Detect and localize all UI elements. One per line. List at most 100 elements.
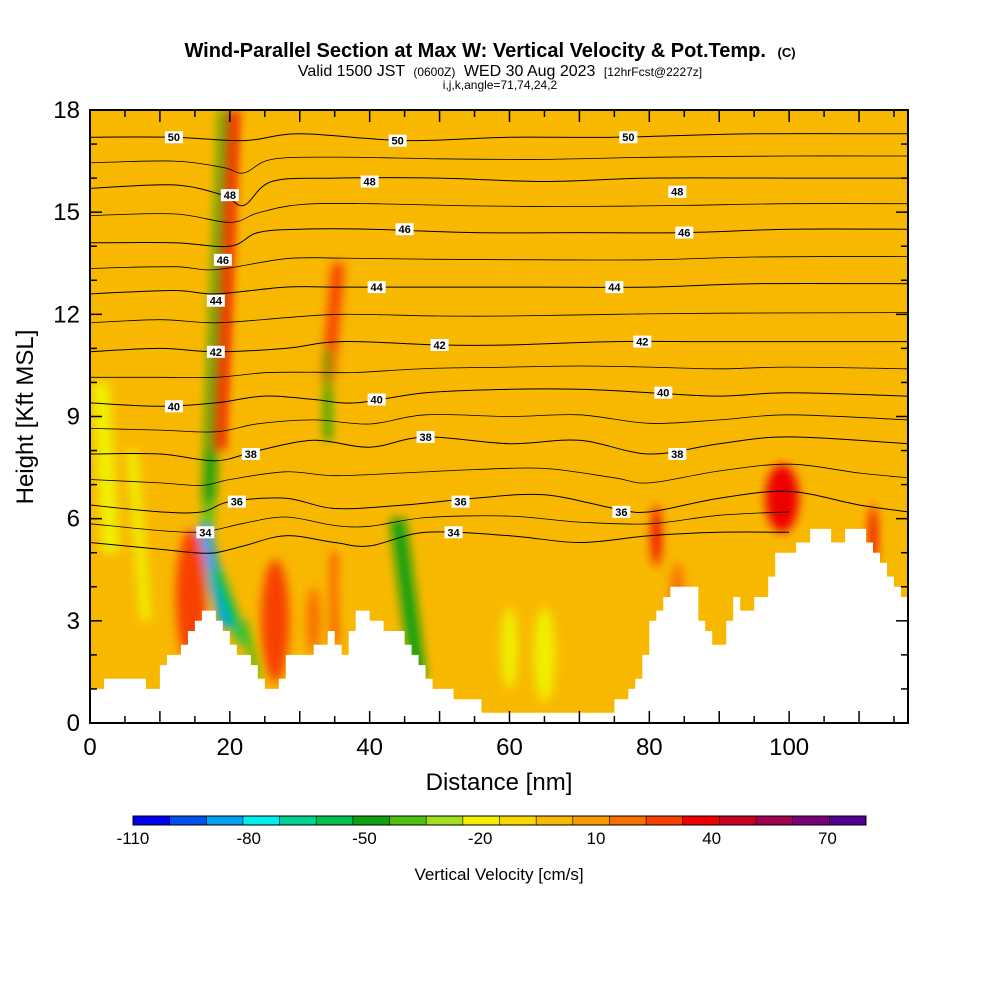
x-tick-label: 40 xyxy=(356,734,383,761)
contour-label-46: 46 xyxy=(395,223,414,236)
velocity-strip-10 xyxy=(91,382,120,553)
theta-contour-minor xyxy=(90,463,908,486)
theta-contours xyxy=(90,133,908,554)
valid-time-line: Valid 1500 JST (0600Z) WED 30 Aug 2023 [… xyxy=(298,63,702,80)
contour-label-50: 50 xyxy=(164,131,183,144)
contour-label-text: 50 xyxy=(622,132,634,144)
y-tick-label: 6 xyxy=(67,506,80,533)
valid-time-utc: (0600Z) xyxy=(413,65,455,79)
contour-label-40: 40 xyxy=(164,400,183,413)
colorbar-segment xyxy=(719,816,757,825)
contour-label-50: 50 xyxy=(619,131,638,144)
contour-label-text: 36 xyxy=(615,507,627,519)
colorbar-segment xyxy=(169,816,207,825)
x-axis-title: Distance [nm] xyxy=(426,769,573,796)
contour-label-text: 38 xyxy=(671,449,683,461)
contour-label-text: 46 xyxy=(398,224,410,236)
contour-label-text: 50 xyxy=(391,136,403,148)
velocity-cell-15 xyxy=(341,542,377,632)
contour-label-text: 40 xyxy=(657,388,669,400)
colorbar-segment xyxy=(316,816,354,825)
contour-label-36: 36 xyxy=(227,495,246,509)
contour-label-42: 42 xyxy=(430,338,449,352)
contour-label-40: 40 xyxy=(654,386,673,400)
contour-label-34: 34 xyxy=(444,526,463,539)
velocity-cell-14 xyxy=(306,586,321,655)
velocity-strip-7 xyxy=(324,348,331,441)
title-main: Wind-Parallel Section at Max W: Vertical… xyxy=(184,40,765,62)
contour-label-text: 34 xyxy=(199,527,212,539)
velocity-cell-16 xyxy=(533,607,555,703)
velocity-strip-3 xyxy=(210,569,250,645)
velocity-cell-13 xyxy=(261,559,290,683)
contour-label-text: 44 xyxy=(608,282,621,294)
theta-contour-minor xyxy=(90,256,908,271)
y-tick-label: 15 xyxy=(53,199,80,226)
x-tick-label: 100 xyxy=(769,734,809,761)
theta-contour-40 xyxy=(90,388,908,407)
contour-label-50: 50 xyxy=(388,134,407,148)
contour-label-40: 40 xyxy=(367,393,386,406)
colorbar-segment xyxy=(133,816,171,825)
contour-label-text: 36 xyxy=(454,497,466,509)
colorbar-segment xyxy=(829,816,867,825)
x-tick-label: 20 xyxy=(216,734,243,761)
colorbar-tick-label: -20 xyxy=(468,829,493,848)
colorbar-segment xyxy=(499,816,537,825)
colorbar-segment xyxy=(572,816,610,825)
colorbar-segment xyxy=(682,816,720,825)
chart-title: Wind-Parallel Section at Max W: Vertical… xyxy=(184,40,795,62)
y-tick-label: 3 xyxy=(67,608,80,635)
contour-label-text: 34 xyxy=(447,527,460,539)
valid-date: WED 30 Aug 2023 xyxy=(464,63,596,80)
contour-label-36: 36 xyxy=(612,505,631,519)
contour-label-text: 48 xyxy=(364,177,376,189)
contour-label-48: 48 xyxy=(668,185,687,199)
contour-label-42: 42 xyxy=(633,335,652,349)
contour-label-text: 48 xyxy=(224,190,236,202)
theta-contour-minor xyxy=(90,312,908,324)
plot-area: 50 50 50 48 48 48 46 46 46 44 44 44 42 42 42 40 40 40 38 38… xyxy=(90,110,908,723)
contour-label-38: 38 xyxy=(241,447,260,461)
index-line: i,j,k,angle=71,74,24,2 xyxy=(443,78,558,92)
x-axis: 0 20 40 60 80 100 xyxy=(83,110,895,761)
contour-label-text: 48 xyxy=(671,187,683,199)
y-tick-label: 0 xyxy=(67,710,80,737)
colorbar-segment xyxy=(206,816,244,825)
contour-label-34: 34 xyxy=(196,526,215,539)
colorbar-tick-label: 40 xyxy=(702,829,721,848)
contour-label-text: 36 xyxy=(231,497,243,509)
colorbar-tick-label: -80 xyxy=(236,829,261,848)
y-axis-title: Height [Kft MSL] xyxy=(12,330,39,505)
contour-label-text: 42 xyxy=(433,340,445,352)
colorbar-segment xyxy=(352,816,391,825)
colorbar-segment xyxy=(792,816,830,825)
velocity-strip-9 xyxy=(389,518,427,679)
colorbar-segment xyxy=(536,816,574,825)
theta-contour-48 xyxy=(90,177,908,207)
theta-contour-46 xyxy=(90,228,908,248)
x-tick-label: 80 xyxy=(636,734,663,761)
contour-label-44: 44 xyxy=(367,281,386,294)
contour-label-text: 40 xyxy=(371,394,383,406)
theta-contour-minor xyxy=(90,414,908,433)
theta-contour-34 xyxy=(90,531,790,554)
contour-label-text: 44 xyxy=(371,282,384,294)
terrain-profile xyxy=(90,528,908,723)
velocity-cell-17 xyxy=(501,607,518,689)
contour-label-text: 44 xyxy=(210,296,223,308)
theta-contour-50 xyxy=(90,133,908,142)
velocity-strip-11 xyxy=(126,450,152,621)
colorbar-tick-label: -50 xyxy=(352,829,377,848)
y-tick-label: 18 xyxy=(53,97,80,124)
contour-label-38: 38 xyxy=(668,447,687,461)
colorbar-tick-label: 70 xyxy=(818,829,837,848)
colorbar-segment xyxy=(389,816,427,825)
contour-label-44: 44 xyxy=(605,281,624,294)
contour-label-text: 40 xyxy=(168,401,180,413)
contour-label-text: 50 xyxy=(168,132,180,144)
colorbar-segment xyxy=(646,816,684,825)
contour-label-text: 46 xyxy=(678,228,690,240)
